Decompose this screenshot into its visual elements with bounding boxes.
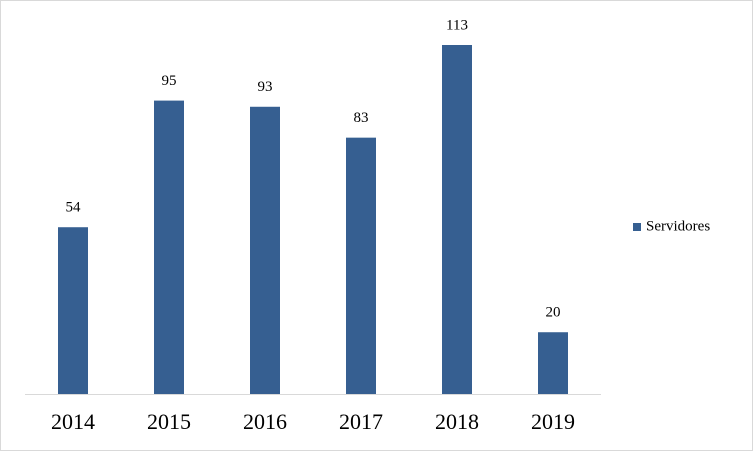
data-label: 95: [162, 73, 177, 89]
legend-label: Servidores: [646, 218, 710, 234]
data-label: 20: [546, 305, 561, 321]
bar: [250, 106, 280, 395]
legend-swatch: [633, 223, 641, 231]
x-tick-label: 2019: [531, 409, 575, 434]
data-label: 54: [66, 200, 82, 216]
data-label: 113: [446, 17, 468, 33]
x-tick-label: 2017: [339, 409, 383, 434]
bar: [346, 137, 376, 395]
bar: [442, 45, 472, 394]
bar: [538, 332, 568, 394]
data-label: 83: [354, 110, 369, 126]
x-tick-label: 2014: [51, 409, 95, 434]
bar: [58, 227, 88, 394]
x-tick-label: 2018: [435, 409, 479, 434]
x-tick-label: 2015: [147, 409, 191, 434]
x-tick-label: 2016: [243, 409, 287, 434]
bar: [154, 100, 184, 394]
data-label: 93: [258, 79, 273, 95]
